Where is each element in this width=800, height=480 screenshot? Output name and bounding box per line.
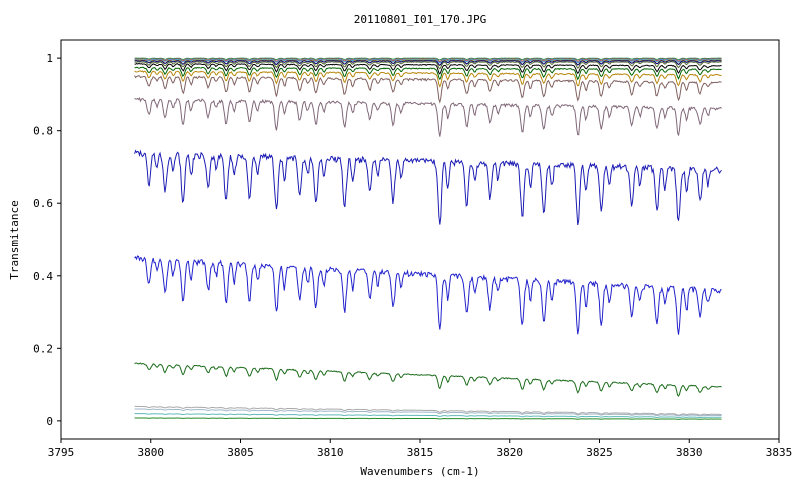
y-axis-title: Transmitance: [8, 200, 21, 279]
y-tick-label: 0.2: [33, 342, 53, 355]
series-line-15: [134, 405, 722, 416]
series-line-9: [134, 70, 722, 88]
series-line-16: [134, 408, 722, 417]
series-line-7: [134, 63, 722, 75]
x-tick-label: 3835: [766, 446, 793, 459]
y-tick-label: 0.4: [33, 270, 53, 283]
series-line-1: [134, 57, 722, 61]
series-line-8: [134, 66, 722, 81]
x-axis: 3795 3800 3805 3810 3815 3820 3825 3830 3835: [48, 439, 793, 459]
series-line-12: [134, 149, 722, 226]
series-line-5: [134, 60, 722, 66]
series-line-6: [134, 61, 722, 70]
x-tick-label: 3815: [407, 446, 434, 459]
chart-title: 20110801_I01_170.JPG: [354, 13, 486, 26]
x-tick-label: 3800: [138, 446, 165, 459]
x-tick-label: 3805: [227, 446, 254, 459]
x-axis-title: Wavenumbers (cm-1): [360, 465, 479, 478]
y-tick-label: 0.6: [33, 197, 53, 210]
series-line-11: [134, 97, 722, 137]
series-line-10: [134, 75, 722, 104]
y-tick-label: 1: [46, 52, 53, 65]
series-line-4: [134, 59, 722, 67]
x-tick-label: 3820: [497, 446, 524, 459]
plot-frame: [60, 39, 780, 440]
x-tick-label: 3795: [48, 446, 75, 459]
series-line-13: [134, 255, 722, 335]
series-line-3: [134, 58, 722, 64]
y-axis: 0 0.2 0.4 0.6 0.8 1: [33, 52, 61, 428]
x-tick-label: 3810: [317, 446, 344, 459]
series-line-14: [134, 362, 722, 397]
x-tick-label: 3825: [586, 446, 613, 459]
series-layer: [134, 57, 722, 420]
series-line-18: [134, 417, 722, 420]
x-tick-label: 3830: [676, 446, 703, 459]
y-tick-label: 0: [46, 415, 53, 428]
series-line-17: [134, 413, 722, 419]
y-tick-label: 0.8: [33, 125, 53, 138]
